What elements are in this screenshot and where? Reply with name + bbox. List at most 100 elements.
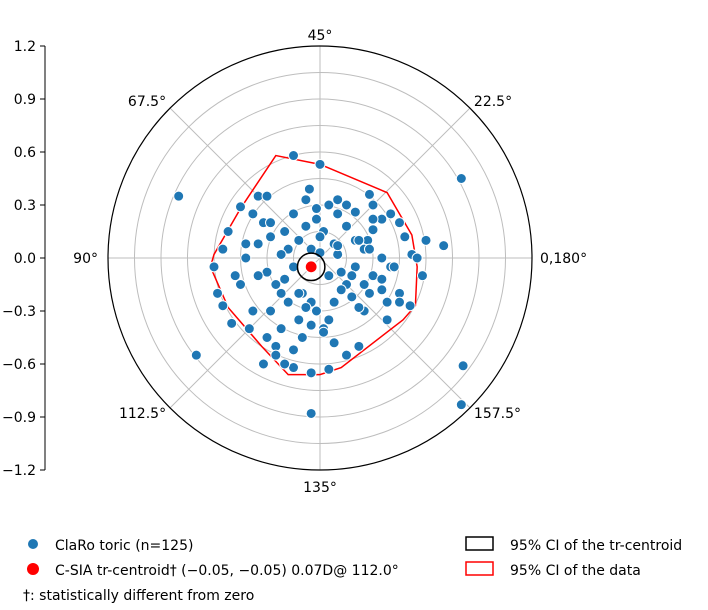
data-point xyxy=(217,300,229,312)
data-point xyxy=(303,183,315,195)
data-point xyxy=(217,243,229,255)
data-point xyxy=(335,284,347,296)
angle-labels: 45° 22.5° 0,180° 157.5° 135° 112.5° 90° 67.5° xyxy=(73,28,587,496)
data-point xyxy=(243,323,255,335)
y-tick-label: −0.3 xyxy=(2,304,36,320)
data-point xyxy=(247,305,259,317)
data-point xyxy=(438,240,450,252)
scatter-points xyxy=(173,150,469,419)
centroid-group xyxy=(296,252,326,282)
data-point xyxy=(353,301,365,313)
data-point xyxy=(279,226,291,237)
y-tick-label: 0.6 xyxy=(14,145,36,161)
data-point xyxy=(381,314,393,326)
angle-label: 135° xyxy=(303,480,337,496)
data-point xyxy=(300,301,312,313)
data-point xyxy=(270,279,282,290)
legend-centroid-label: C-SIA tr-centroid† (−0.05, −0.05) 0.07D@… xyxy=(55,563,399,579)
data-point xyxy=(399,231,411,243)
data-point xyxy=(190,349,202,361)
legend-ci-centroid-swatch xyxy=(465,536,494,551)
data-point xyxy=(411,252,423,264)
y-axis: 1.2 0.9 0.6 0.3 0.0 −0.3 −0.6 −0.9 −1.2 xyxy=(2,39,46,479)
angle-label: 90° xyxy=(73,251,98,267)
y-tick-label: 0.9 xyxy=(14,92,36,108)
data-point xyxy=(376,273,388,285)
data-point xyxy=(288,150,299,162)
data-point xyxy=(332,208,344,220)
data-point xyxy=(367,199,379,211)
data-point xyxy=(332,194,344,206)
data-point xyxy=(293,234,305,246)
data-point xyxy=(376,252,388,264)
data-point xyxy=(416,270,428,282)
data-point xyxy=(353,234,365,246)
data-point xyxy=(235,201,246,213)
data-point xyxy=(363,287,375,299)
data-point xyxy=(288,261,299,273)
data-point xyxy=(367,224,379,236)
data-point xyxy=(376,284,388,296)
data-point xyxy=(240,252,252,264)
data-point xyxy=(305,407,317,419)
data-point xyxy=(323,270,335,282)
data-point xyxy=(293,314,305,326)
legend: ClaRo toric (n=125) C-SIA tr-centroid† (… xyxy=(23,536,682,604)
y-tick-label: −1.2 xyxy=(2,463,36,479)
data-point xyxy=(212,287,224,299)
data-point xyxy=(261,190,273,202)
data-point xyxy=(341,220,352,232)
centroid-marker xyxy=(304,260,318,274)
data-point xyxy=(275,287,287,299)
grid-ring xyxy=(160,98,480,418)
grid-ring xyxy=(134,72,506,444)
data-point xyxy=(341,199,352,211)
data-point xyxy=(341,349,352,361)
data-point xyxy=(173,190,185,202)
data-point xyxy=(257,358,269,370)
y-tick-label: 1.2 xyxy=(14,39,36,55)
data-point xyxy=(404,300,416,312)
data-point xyxy=(385,208,397,220)
data-point xyxy=(455,173,467,184)
data-point xyxy=(226,317,238,329)
data-point xyxy=(323,363,335,375)
data-point xyxy=(275,323,287,335)
data-point xyxy=(455,399,467,411)
data-point xyxy=(420,234,432,246)
data-point xyxy=(279,273,291,285)
data-point xyxy=(261,332,273,343)
angle-label: 0,180° xyxy=(540,251,587,267)
data-point xyxy=(310,213,322,225)
data-point xyxy=(288,208,299,220)
data-point xyxy=(252,238,264,250)
data-point xyxy=(288,344,299,356)
data-point xyxy=(381,296,393,308)
data-point xyxy=(208,261,220,273)
data-point xyxy=(388,261,400,273)
data-point xyxy=(363,243,375,255)
data-point xyxy=(328,296,340,308)
data-point xyxy=(318,326,330,338)
data-point xyxy=(349,206,361,218)
legend-scatter-marker xyxy=(28,539,38,549)
data-point xyxy=(310,305,322,317)
legend-scatter-label: ClaRo toric (n=125) xyxy=(55,538,193,554)
data-point xyxy=(346,270,358,282)
data-point xyxy=(457,360,469,372)
data-point xyxy=(300,194,312,206)
legend-ci-data-swatch xyxy=(465,561,494,576)
polar-grid xyxy=(107,45,533,471)
legend-ci-centroid-label: 95% CI of the tr-centroid xyxy=(510,538,682,554)
data-point xyxy=(265,217,277,229)
angle-label: 112.5° xyxy=(119,406,166,422)
data-point xyxy=(363,188,375,200)
data-point xyxy=(265,231,277,243)
y-tick-label: −0.6 xyxy=(2,357,36,373)
data-point xyxy=(252,270,264,282)
data-point xyxy=(300,220,312,232)
data-point xyxy=(265,305,277,317)
legend-ci-data-label: 95% CI of the data xyxy=(510,563,641,579)
data-point xyxy=(279,358,291,370)
